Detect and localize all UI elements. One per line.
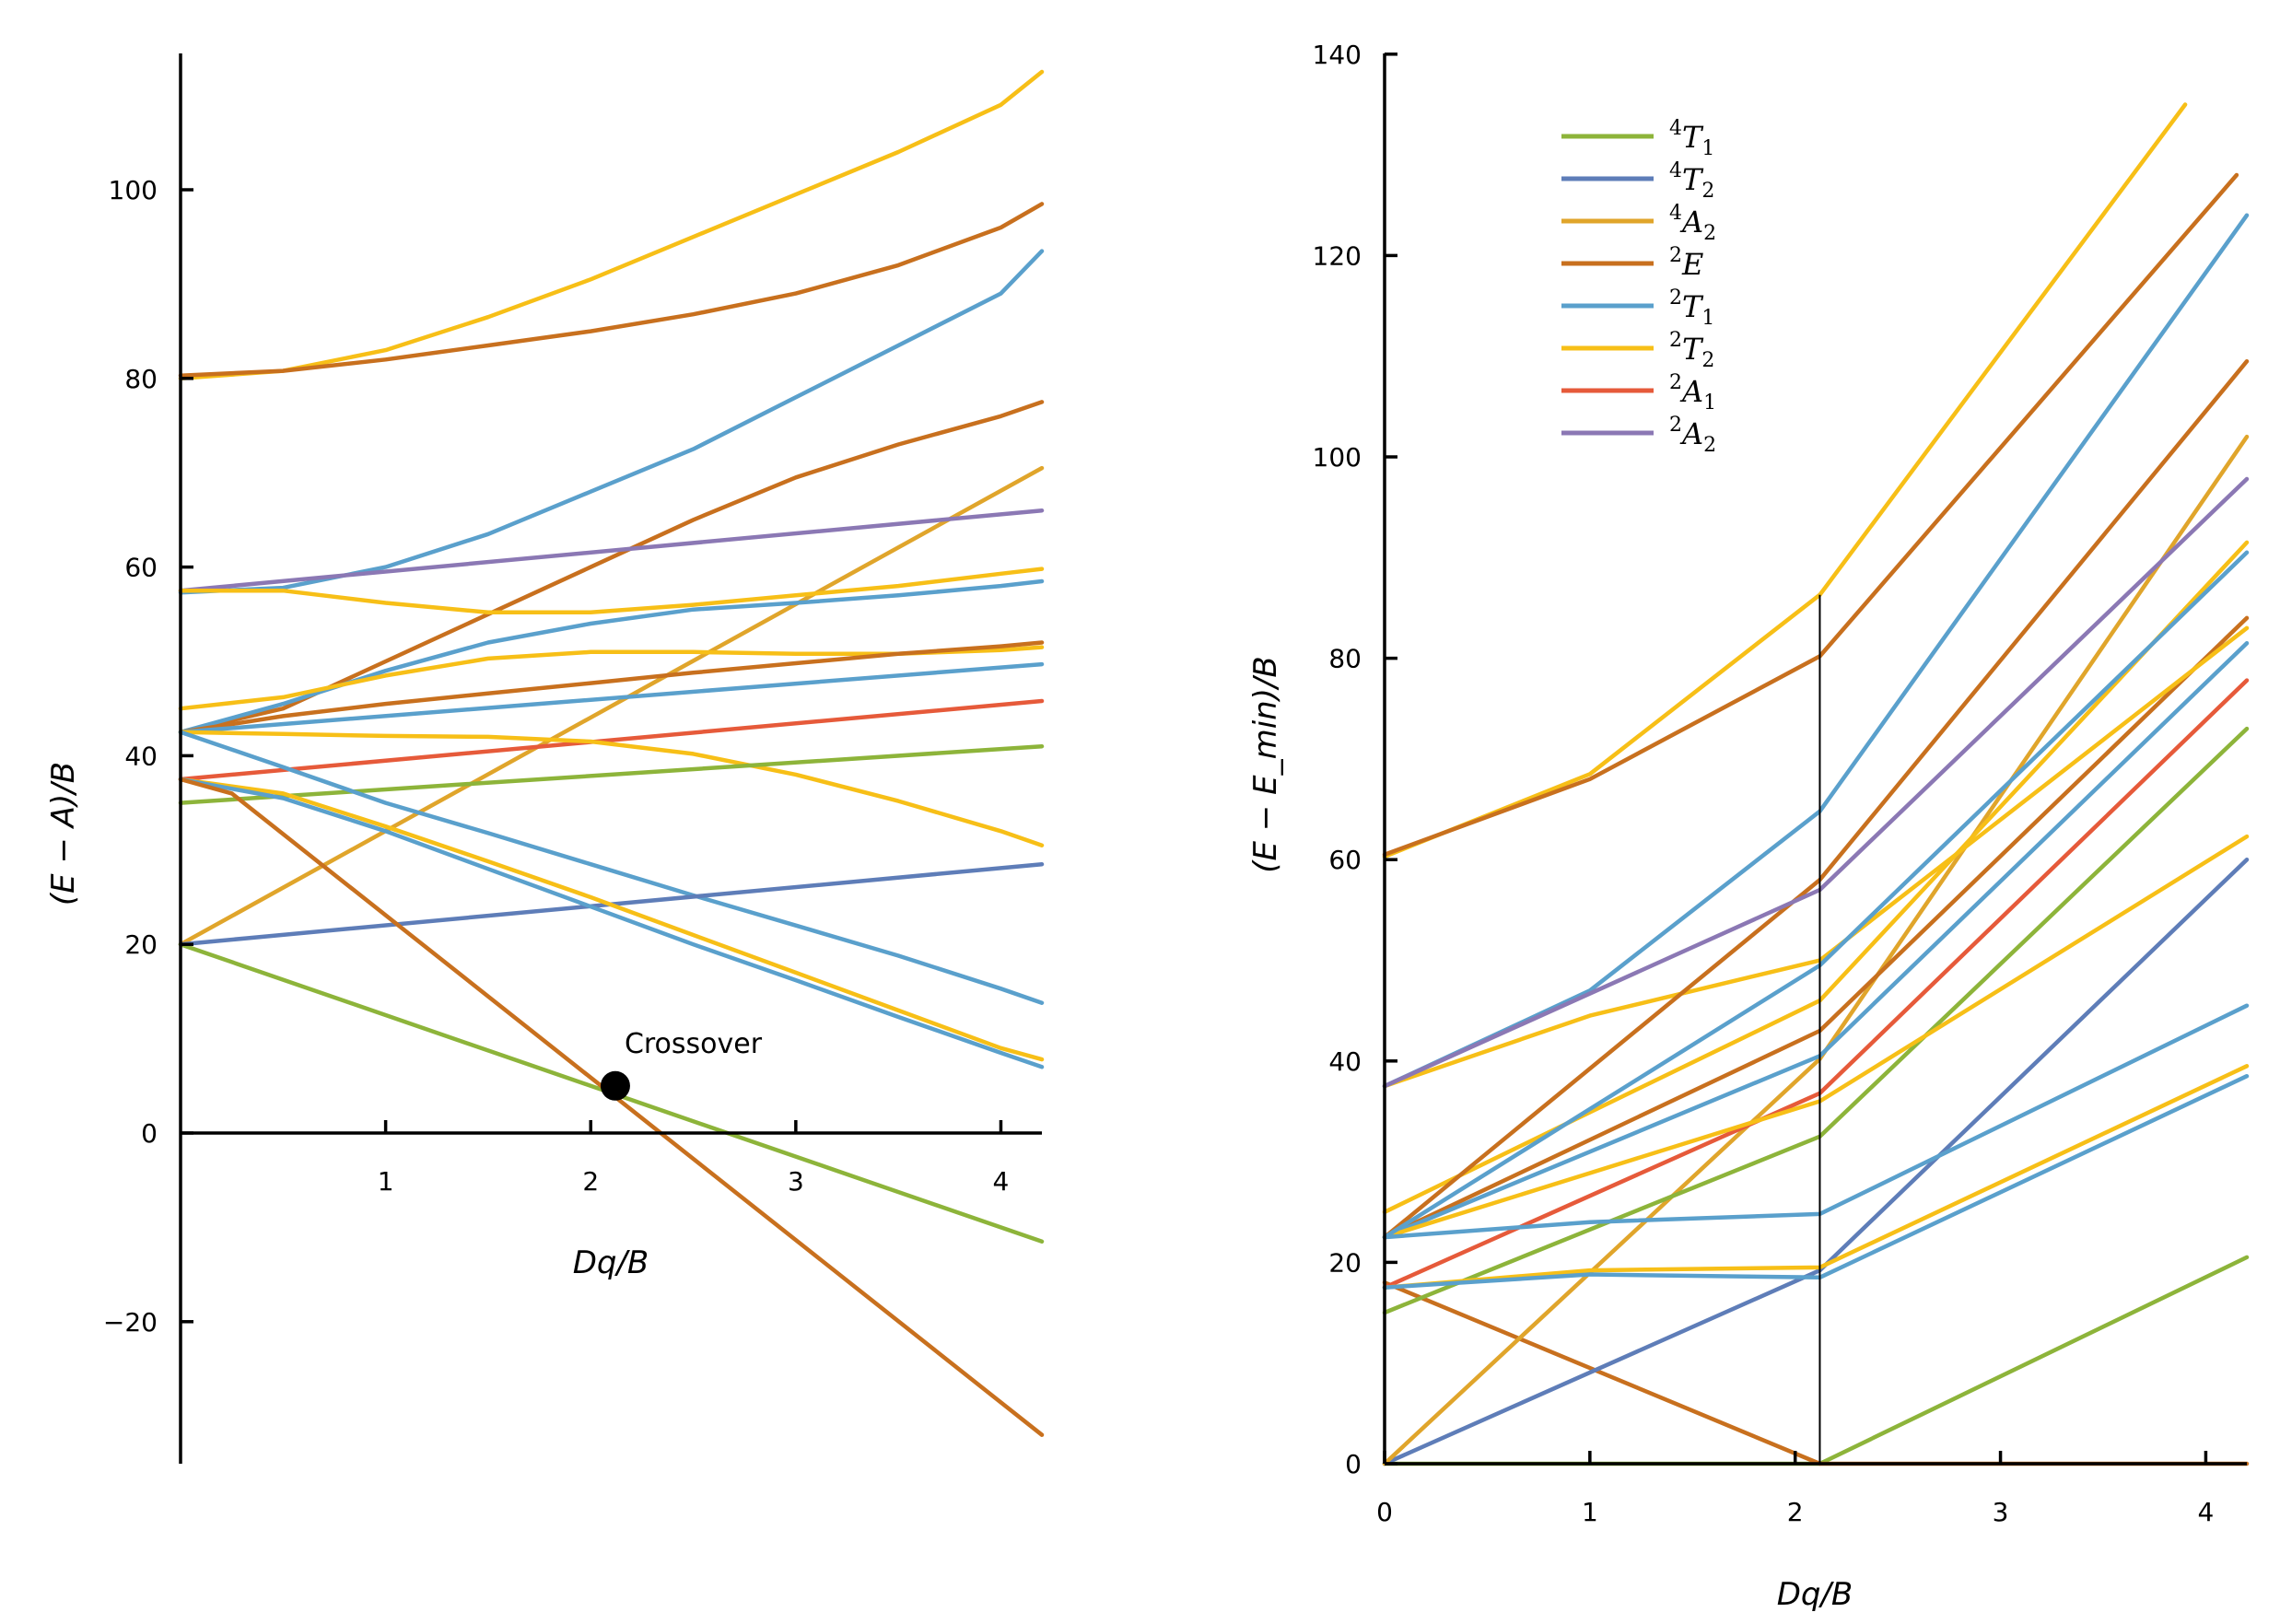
left-y-tick-label-1: 0 [141,1118,158,1149]
legend-label-3: 2E [1669,244,1703,282]
left-series-line-5 [178,508,1045,593]
right-series-line-18 [1382,102,2188,859]
crossover-marker [600,1070,630,1101]
left-series-line-0 [178,69,1045,381]
legend-label-2: 4A2 [1669,202,1716,245]
left-y-tick-label-3: 40 [124,741,158,771]
right-series-line-9 [1382,1003,2250,1240]
right-series-line-12 [1382,540,2250,1215]
left-series-line-7 [178,578,1045,735]
left-axes: 1 2 3 4 −20 0 20 40 60 80 100 [103,53,1042,1464]
right-x-tick-label-0: 0 [1376,1497,1393,1527]
legend-label-6: 2A1 [1669,371,1716,415]
right-y-axis-label: (E − E_min)/B [1247,656,1284,873]
right-y-tick-label-100: 100 [1313,442,1362,473]
left-series-line-17 [178,777,1045,1069]
right-series-line-17 [1382,476,2250,1089]
left-series-line-19 [178,777,1045,1437]
legend-label-0: 4T1 [1669,117,1714,160]
right-series-line-0 [1382,1255,2250,1466]
left-x-axis-label: Dq/B [573,1244,649,1281]
left-series-line-6 [178,567,1045,615]
left-series-lines [178,69,1045,1437]
right-y-tick-label-140: 140 [1313,40,1362,70]
legend-label-1: 4T2 [1669,159,1714,203]
right-series-line-11 [1382,1073,2250,1290]
left-y-tick-label-5: 80 [124,364,158,394]
left-y-tick-label-0: −20 [103,1307,158,1338]
legend-label-5: 2T2 [1669,329,1714,372]
right-series-line-5 [1382,615,2250,1240]
left-x-tick-label-1: 1 [378,1166,394,1197]
right-y-tick-label-40: 40 [1328,1046,1362,1077]
right-x-tick-label-3: 3 [1993,1497,2009,1527]
legend-label-7: 2A2 [1669,414,1716,457]
right-y-tick-label-0: 0 [1345,1449,1362,1479]
left-series-line-4 [178,465,1045,947]
right-series-line-15 [1382,358,2250,1240]
left-chart: 1 2 3 4 −20 0 20 40 60 80 100 Crossover Dq/B (E − … [45,53,1045,1464]
right-x-tick-label-2: 2 [1787,1497,1804,1527]
right-series-lines [1382,102,2250,1466]
left-series-line-13 [178,743,1045,805]
left-series-line-9 [178,640,1045,735]
right-series-line-19 [1382,172,2239,857]
right-x-axis-label: Dq/B [1777,1576,1853,1613]
right-series-line-16 [1382,550,2250,1240]
right-series-line-1 [1382,1280,2250,1466]
crossover-label: Crossover [625,1028,763,1060]
legend-label-4: 2T1 [1669,286,1714,330]
left-x-tick-label-2: 2 [582,1166,599,1197]
right-series-line-13 [1382,625,2250,1089]
left-y-axis-label: (E − A)/B [45,762,82,905]
left-series-line-12 [178,730,1045,847]
right-series-line-2 [1382,857,2250,1466]
right-y-tick-label-120: 120 [1313,240,1362,271]
right-x-tick-label-1: 1 [1582,1497,1598,1527]
right-series-line-14 [1382,213,2250,1089]
left-y-tick-label-6: 100 [109,175,158,205]
left-series-line-10 [178,661,1045,735]
right-series-line-3 [1382,434,2250,1466]
left-series-line-14 [178,730,1045,1005]
right-y-tick-label-20: 20 [1328,1247,1362,1278]
right-y-tick-label-80: 80 [1328,644,1362,674]
crossover-annotation: Crossover [600,1028,763,1101]
left-series-line-1 [178,202,1045,378]
left-x-tick-label-3: 3 [788,1166,804,1197]
left-series-line-16 [178,777,1045,1062]
left-x-tick-label-4: 4 [993,1166,1010,1197]
left-series-line-11 [178,698,1045,782]
left-y-tick-label-4: 60 [124,553,158,583]
right-x-tick-label-4: 4 [2198,1497,2215,1527]
right-y-tick-label-60: 60 [1328,845,1362,875]
left-y-tick-label-2: 20 [124,929,158,960]
